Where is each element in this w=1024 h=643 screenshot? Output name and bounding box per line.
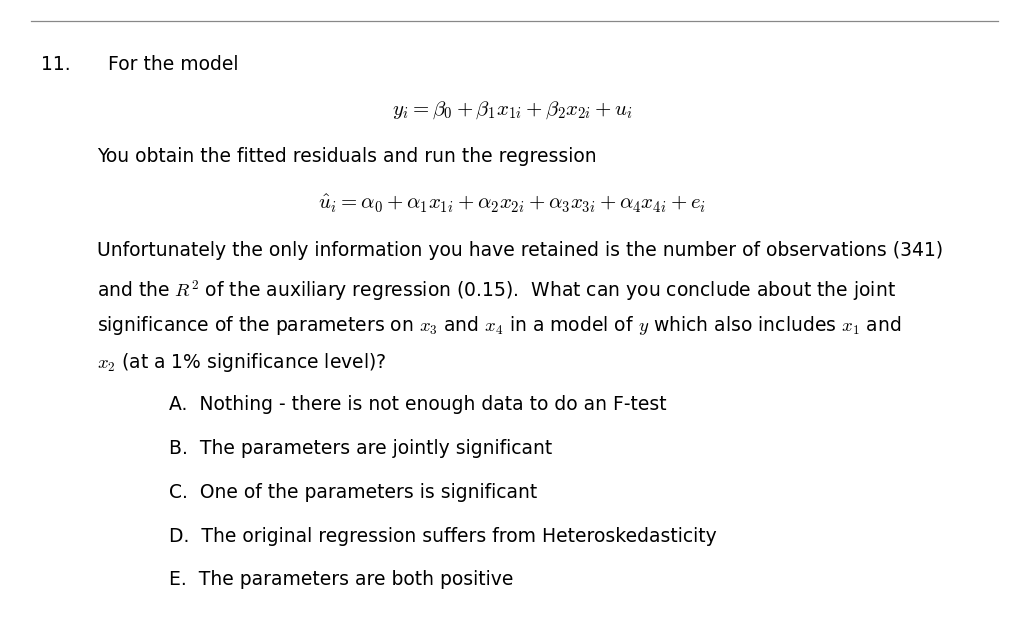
Text: For the model: For the model [108, 55, 238, 74]
Text: E.  The parameters are both positive: E. The parameters are both positive [169, 570, 513, 590]
Text: A.  Nothing - there is not enough data to do an F-test: A. Nothing - there is not enough data to… [169, 395, 667, 415]
Text: You obtain the fitted residuals and run the regression: You obtain the fitted residuals and run … [97, 147, 597, 166]
Text: C.  One of the parameters is significant: C. One of the parameters is significant [169, 483, 538, 502]
Text: significance of the parameters on $x_3$ and $x_4$ in a model of $y$ which also i: significance of the parameters on $x_3$ … [97, 314, 901, 338]
Text: $y_i = \beta_0 + \beta_1 x_{1i} + \beta_2 x_{2i} + u_i$: $y_i = \beta_0 + \beta_1 x_{1i} + \beta_… [391, 100, 633, 122]
Text: D.  The original regression suffers from Heteroskedasticity: D. The original regression suffers from … [169, 527, 717, 546]
Text: Unfortunately the only information you have retained is the number of observatio: Unfortunately the only information you h… [97, 241, 943, 260]
Text: B.  The parameters are jointly significant: B. The parameters are jointly significan… [169, 439, 552, 458]
Text: 11.: 11. [41, 55, 71, 74]
Text: and the $R^2$ of the auxiliary regression (0.15).  What can you conclude about t: and the $R^2$ of the auxiliary regressio… [97, 278, 896, 303]
Text: $\hat{u}_i = \alpha_0 + \alpha_1 x_{1i} + \alpha_2 x_{2i} + \alpha_3 x_{3i} + \a: $\hat{u}_i = \alpha_0 + \alpha_1 x_{1i} … [318, 193, 706, 215]
Text: $x_2$ (at a 1% significance level)?: $x_2$ (at a 1% significance level)? [97, 351, 387, 374]
